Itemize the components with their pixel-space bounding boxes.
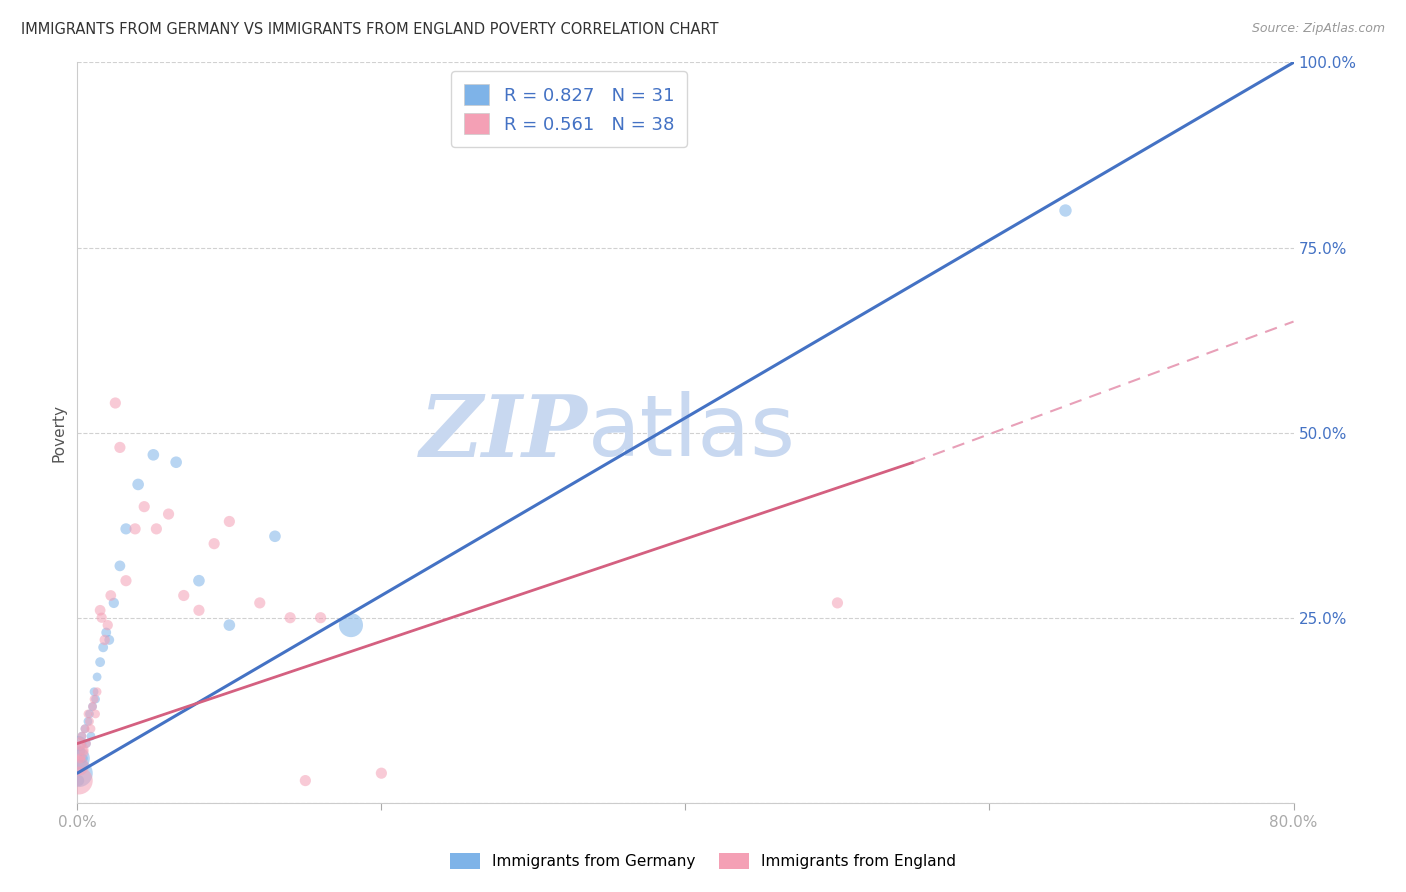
Point	[67, 737, 90, 751]
Point	[103, 596, 125, 610]
Point	[79, 706, 101, 721]
Point	[80, 729, 103, 743]
Text: Source: ZipAtlas.com: Source: ZipAtlas.com	[1251, 22, 1385, 36]
Point	[67, 766, 90, 780]
Point	[89, 603, 111, 617]
Text: IMMIGRANTS FROM GERMANY VS IMMIGRANTS FROM ENGLAND POVERTY CORRELATION CHART: IMMIGRANTS FROM GERMANY VS IMMIGRANTS FR…	[21, 22, 718, 37]
Point	[73, 722, 96, 736]
Point	[100, 589, 122, 603]
Point	[67, 737, 90, 751]
Point	[67, 758, 90, 772]
Point	[79, 714, 101, 729]
Point	[84, 706, 107, 721]
Point	[90, 611, 112, 625]
Point	[134, 500, 156, 514]
Point	[370, 766, 392, 780]
Point	[294, 773, 316, 788]
Point	[218, 618, 240, 632]
Point	[67, 744, 90, 758]
Point	[77, 706, 100, 721]
Point	[202, 537, 225, 551]
Y-axis label: Poverty: Poverty	[52, 403, 67, 462]
Point	[67, 751, 90, 765]
Point	[104, 396, 127, 410]
Point	[83, 685, 105, 699]
Point	[98, 632, 121, 647]
Point	[115, 574, 138, 588]
Point	[69, 744, 91, 758]
Point	[86, 670, 108, 684]
Point	[67, 773, 90, 788]
Point	[827, 596, 849, 610]
Text: ZIP: ZIP	[420, 391, 588, 475]
Point	[67, 773, 90, 788]
Point	[173, 589, 195, 603]
Point	[340, 618, 363, 632]
Point	[97, 618, 120, 632]
Point	[84, 692, 107, 706]
Point	[72, 751, 94, 765]
Legend: R = 0.827   N = 31, R = 0.561   N = 38: R = 0.827 N = 31, R = 0.561 N = 38	[451, 71, 686, 146]
Point	[75, 737, 97, 751]
Point	[80, 722, 103, 736]
Point	[86, 685, 108, 699]
Point	[309, 611, 332, 625]
Point	[124, 522, 146, 536]
Point	[108, 441, 131, 455]
Point	[69, 751, 91, 765]
Point	[77, 714, 100, 729]
Point	[142, 448, 165, 462]
Point	[82, 699, 104, 714]
Point	[91, 640, 114, 655]
Point	[72, 744, 94, 758]
Point	[278, 611, 301, 625]
Point	[93, 632, 115, 647]
Point	[96, 625, 118, 640]
Point	[70, 729, 93, 743]
Point	[157, 507, 180, 521]
Point	[218, 515, 240, 529]
Point	[70, 729, 93, 743]
Text: atlas: atlas	[588, 391, 796, 475]
Point	[249, 596, 271, 610]
Point	[188, 603, 211, 617]
Point	[127, 477, 149, 491]
Point	[73, 722, 96, 736]
Point	[83, 692, 105, 706]
Point	[264, 529, 287, 543]
Point	[188, 574, 211, 588]
Legend: Immigrants from Germany, Immigrants from England: Immigrants from Germany, Immigrants from…	[443, 847, 963, 875]
Point	[115, 522, 138, 536]
Point	[75, 737, 97, 751]
Point	[82, 699, 104, 714]
Point	[1054, 203, 1077, 218]
Point	[145, 522, 167, 536]
Point	[89, 655, 111, 669]
Point	[108, 558, 131, 573]
Point	[165, 455, 187, 469]
